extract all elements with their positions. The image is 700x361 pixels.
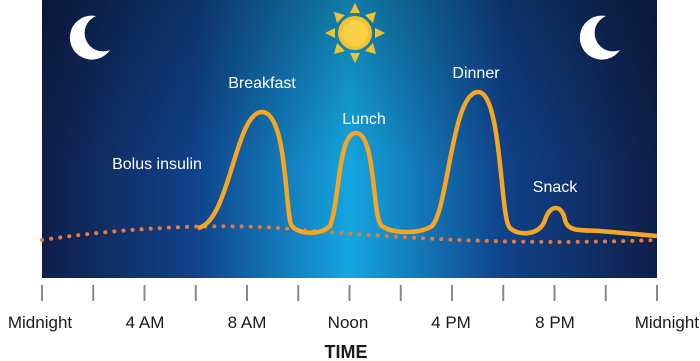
tick-label: 4 AM (126, 313, 165, 332)
label: Bolus insulin (112, 156, 202, 173)
axis-title: TIME (325, 342, 368, 361)
axis-ticks (41, 285, 658, 301)
tick-label: Midnight (8, 313, 73, 332)
label: Lunch (342, 111, 386, 128)
sun (325, 3, 385, 63)
tick-label: Midnight (635, 313, 700, 332)
label: Snack (533, 179, 578, 196)
moon-right (579, 15, 620, 60)
tick-label: 8 AM (228, 313, 267, 332)
tick-label: 4 PM (431, 313, 471, 332)
tick-label: Noon (328, 313, 369, 332)
tick-label: 8 PM (535, 313, 575, 332)
basal-curve (40, 224, 659, 244)
label: Breakfast (228, 75, 296, 92)
moon-left (69, 15, 110, 60)
label: Dinner (452, 65, 500, 82)
bolus-curve (197, 89, 658, 239)
